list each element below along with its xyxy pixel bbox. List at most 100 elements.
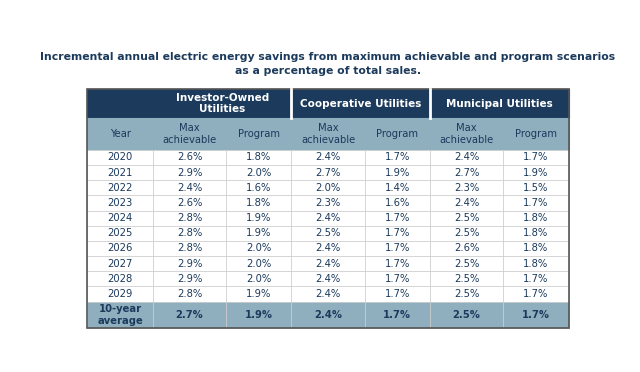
Text: 2.9%: 2.9% xyxy=(177,259,202,269)
Bar xyxy=(430,165,503,180)
Bar xyxy=(88,89,568,328)
Text: 1.8%: 1.8% xyxy=(523,259,548,269)
Bar xyxy=(291,89,430,118)
Bar xyxy=(153,241,226,256)
Bar xyxy=(430,150,503,165)
Bar xyxy=(88,302,153,328)
Text: 2.0%: 2.0% xyxy=(246,274,271,284)
Bar xyxy=(88,89,153,118)
Bar xyxy=(365,165,430,180)
Text: Incremental annual electric energy savings from maximum achievable and program s: Incremental annual electric energy savin… xyxy=(40,52,616,62)
Text: 2028: 2028 xyxy=(108,274,133,284)
Text: 2.5%: 2.5% xyxy=(452,310,481,320)
Text: 1.7%: 1.7% xyxy=(522,310,550,320)
Bar xyxy=(430,271,503,286)
Text: Max
achievable: Max achievable xyxy=(163,123,216,145)
Bar xyxy=(430,286,503,302)
Text: 2023: 2023 xyxy=(108,198,133,208)
Text: 2026: 2026 xyxy=(108,244,133,253)
Text: 2.8%: 2.8% xyxy=(177,289,202,299)
Bar xyxy=(226,150,291,165)
Text: 2.6%: 2.6% xyxy=(454,244,479,253)
Bar xyxy=(503,211,568,226)
Text: 1.9%: 1.9% xyxy=(246,228,271,238)
Text: 1.7%: 1.7% xyxy=(385,259,410,269)
Text: 2.0%: 2.0% xyxy=(246,167,271,177)
Text: 2027: 2027 xyxy=(108,259,133,269)
Bar xyxy=(226,118,291,150)
Bar xyxy=(153,271,226,286)
Text: 1.7%: 1.7% xyxy=(523,153,548,162)
Bar xyxy=(291,195,365,211)
Bar xyxy=(365,302,430,328)
Text: 1.8%: 1.8% xyxy=(246,198,271,208)
Bar xyxy=(226,302,291,328)
Text: Year: Year xyxy=(109,129,131,139)
Bar xyxy=(430,195,503,211)
Bar xyxy=(88,286,153,302)
Bar xyxy=(503,241,568,256)
Bar xyxy=(88,211,153,226)
Text: 2.5%: 2.5% xyxy=(454,213,479,223)
Text: Program: Program xyxy=(376,129,419,139)
Bar xyxy=(291,241,365,256)
Bar xyxy=(88,226,153,241)
Text: 2.9%: 2.9% xyxy=(177,167,202,177)
Bar xyxy=(365,286,430,302)
Bar xyxy=(226,180,291,195)
Text: 2.4%: 2.4% xyxy=(454,198,479,208)
Text: 1.7%: 1.7% xyxy=(523,274,548,284)
Bar xyxy=(291,180,365,195)
Bar xyxy=(153,286,226,302)
Bar xyxy=(153,226,226,241)
Bar xyxy=(365,118,430,150)
Bar xyxy=(503,165,568,180)
Text: 1.8%: 1.8% xyxy=(523,213,548,223)
Text: 2.0%: 2.0% xyxy=(316,183,340,193)
Bar xyxy=(365,271,430,286)
Text: 1.9%: 1.9% xyxy=(385,167,410,177)
Bar xyxy=(153,256,226,271)
Text: 2021: 2021 xyxy=(108,167,133,177)
Bar xyxy=(430,89,568,118)
Text: 2.3%: 2.3% xyxy=(316,198,340,208)
Bar xyxy=(365,226,430,241)
Bar xyxy=(291,150,365,165)
Text: 1.9%: 1.9% xyxy=(523,167,548,177)
Bar xyxy=(226,286,291,302)
Bar xyxy=(430,180,503,195)
Text: 10-year
average: 10-year average xyxy=(97,304,143,326)
Text: 2.4%: 2.4% xyxy=(316,259,340,269)
Text: 2.6%: 2.6% xyxy=(177,153,202,162)
Bar xyxy=(153,211,226,226)
Text: 2.7%: 2.7% xyxy=(175,310,204,320)
Bar xyxy=(503,195,568,211)
Text: 1.7%: 1.7% xyxy=(385,228,410,238)
Text: 1.7%: 1.7% xyxy=(385,289,410,299)
Bar xyxy=(226,271,291,286)
Bar xyxy=(365,256,430,271)
Text: Program: Program xyxy=(515,129,557,139)
Bar xyxy=(226,165,291,180)
Text: 2.0%: 2.0% xyxy=(246,244,271,253)
Text: 2.8%: 2.8% xyxy=(177,228,202,238)
Bar xyxy=(503,118,568,150)
Text: 1.4%: 1.4% xyxy=(385,183,410,193)
Text: 2.8%: 2.8% xyxy=(177,244,202,253)
Text: Program: Program xyxy=(237,129,280,139)
Bar xyxy=(153,89,291,118)
Bar xyxy=(226,256,291,271)
Bar xyxy=(153,118,226,150)
Text: Max
achievable: Max achievable xyxy=(440,123,493,145)
Text: 2.4%: 2.4% xyxy=(316,274,340,284)
Bar xyxy=(226,211,291,226)
Bar xyxy=(88,180,153,195)
Bar xyxy=(88,256,153,271)
Bar xyxy=(503,180,568,195)
Text: Investor-Owned
Utilities: Investor-Owned Utilities xyxy=(175,93,269,115)
Text: 2.7%: 2.7% xyxy=(316,167,340,177)
Text: 2.4%: 2.4% xyxy=(316,213,340,223)
Text: 1.7%: 1.7% xyxy=(385,274,410,284)
Bar xyxy=(291,302,365,328)
Bar xyxy=(503,271,568,286)
